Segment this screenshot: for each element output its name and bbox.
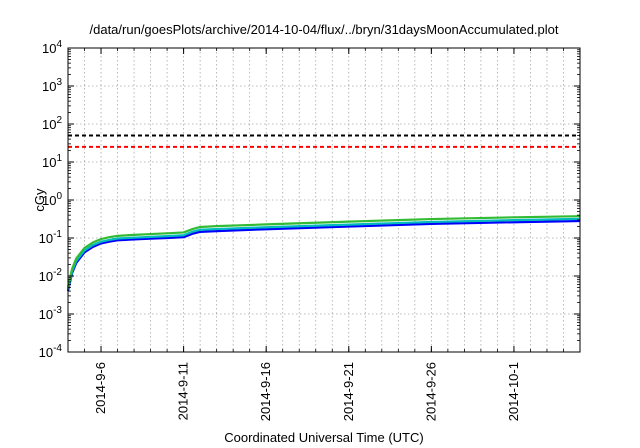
- x-axis-label: Coordinated Universal Time (UTC): [224, 430, 423, 445]
- series-line: [66, 217, 581, 290]
- series-line: [66, 219, 581, 292]
- grid-lines: [68, 48, 580, 352]
- y-axis-label: cGy: [32, 188, 47, 212]
- axis-ticks: [68, 47, 580, 353]
- x-tick-label: 2014-10-1: [506, 362, 521, 421]
- x-tick-label: 2014-9-21: [341, 362, 356, 421]
- chart-title: /data/run/goesPlots/archive/2014-10-04/f…: [90, 22, 559, 37]
- reference-lines: [68, 134, 580, 148]
- x-tick-label: 2014-9-11: [176, 362, 191, 420]
- series-lines: [66, 215, 581, 292]
- x-tick-label: 2014-9-26: [423, 362, 438, 421]
- series-line: [66, 215, 581, 288]
- x-tick-label: 2014-9-16: [258, 362, 273, 421]
- x-tick-label: 2014-9-6: [93, 362, 108, 414]
- x-tick-labels: 2014-9-6 2014-9-11 2014-9-16 2014-9-21 2014-…: [93, 362, 521, 421]
